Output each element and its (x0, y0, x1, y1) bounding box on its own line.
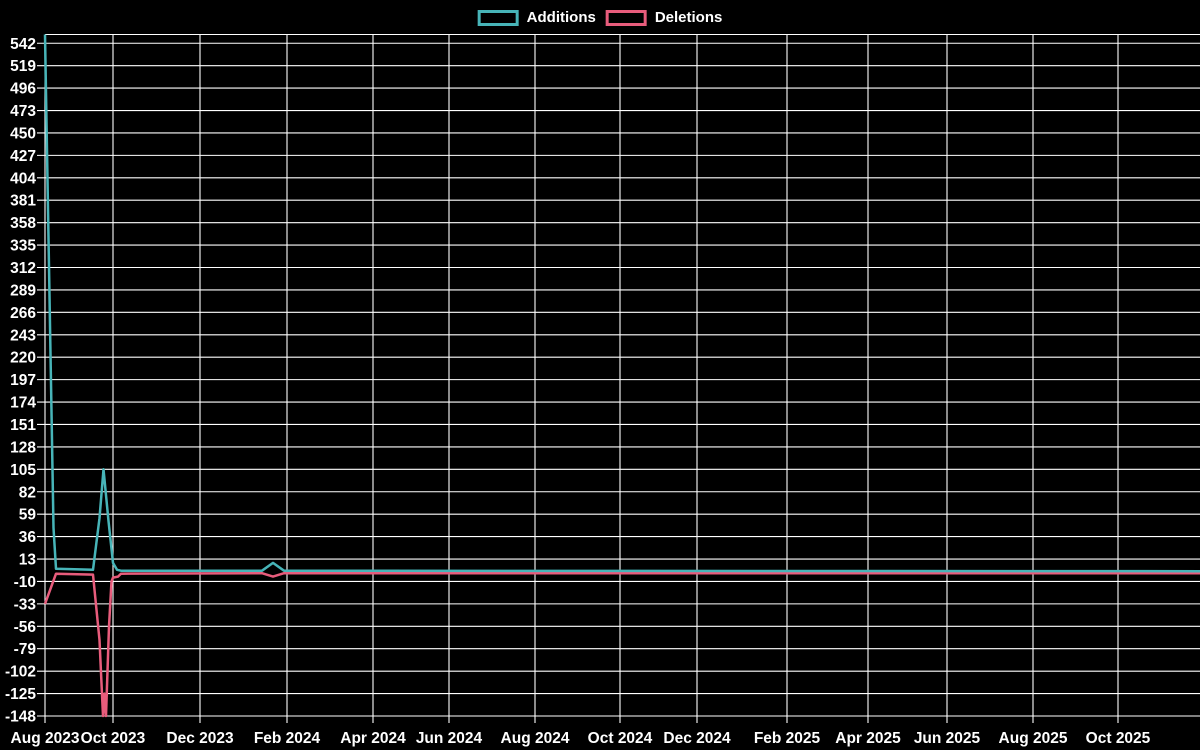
legend-item-additions[interactable]: Additions (477, 8, 596, 27)
y-axis-label: 220 (10, 350, 36, 367)
y-axis-label: 151 (10, 417, 36, 434)
deletions-swatch (605, 9, 647, 26)
x-axis-label: Aug 2023 (11, 730, 80, 747)
chart-legend: Additions Deletions (477, 8, 723, 27)
y-axis-label: -125 (5, 686, 36, 703)
y-axis-label: -33 (14, 596, 37, 613)
y-axis-label: 450 (10, 125, 36, 142)
y-axis-label: -56 (14, 619, 37, 636)
y-axis-label: -79 (14, 641, 37, 658)
x-axis-label: Aug 2025 (999, 730, 1068, 747)
x-axis-label: Oct 2023 (81, 730, 146, 747)
series-line-deletions (43, 571, 1200, 718)
legend-label-additions: Additions (526, 9, 596, 26)
legend-item-deletions[interactable]: Deletions (605, 8, 723, 27)
y-axis-label: 59 (19, 507, 37, 524)
y-axis-label: 128 (10, 439, 36, 456)
x-axis-label: Dec 2024 (663, 730, 731, 747)
x-axis-label: Jun 2024 (416, 730, 483, 747)
y-axis-label: -148 (5, 709, 36, 726)
y-axis-label: 312 (10, 260, 36, 277)
legend-label-deletions: Deletions (654, 9, 723, 26)
y-axis-label: 496 (10, 81, 36, 98)
x-axis-label: Feb 2024 (254, 730, 321, 747)
y-axis-label: 542 (10, 36, 36, 53)
y-axis-label: 174 (10, 395, 36, 412)
y-axis-label: 404 (10, 170, 36, 187)
y-axis-label: 519 (10, 58, 36, 75)
y-axis-label: 82 (19, 484, 36, 501)
y-axis-label: -102 (5, 664, 36, 681)
series-line-additions (43, 34, 1200, 573)
y-axis-label: 473 (10, 103, 36, 120)
x-axis-label: Oct 2025 (1086, 730, 1151, 747)
y-axis-label: -10 (14, 574, 36, 591)
x-axis-label: Apr 2024 (340, 730, 406, 747)
y-axis-label: 289 (10, 282, 36, 299)
y-axis-label: 427 (10, 148, 36, 165)
y-axis-label: 243 (10, 327, 36, 344)
x-axis-label: Oct 2024 (588, 730, 653, 747)
additions-swatch (477, 9, 519, 26)
y-axis-label: 266 (10, 305, 36, 322)
x-axis-label: Apr 2025 (835, 730, 901, 747)
x-axis-label: Jun 2025 (914, 730, 981, 747)
y-axis-label: 381 (10, 193, 36, 210)
x-axis-label: Dec 2023 (166, 730, 234, 747)
y-axis-label: 358 (10, 215, 36, 232)
y-axis-label: 13 (19, 552, 37, 569)
x-axis-label: Feb 2025 (754, 730, 821, 747)
y-axis-label: 197 (10, 372, 36, 389)
y-axis-label: 335 (10, 238, 36, 255)
x-axis-label: Aug 2024 (501, 730, 570, 747)
y-axis-label: 36 (19, 529, 37, 546)
y-axis-label: 105 (10, 462, 36, 479)
